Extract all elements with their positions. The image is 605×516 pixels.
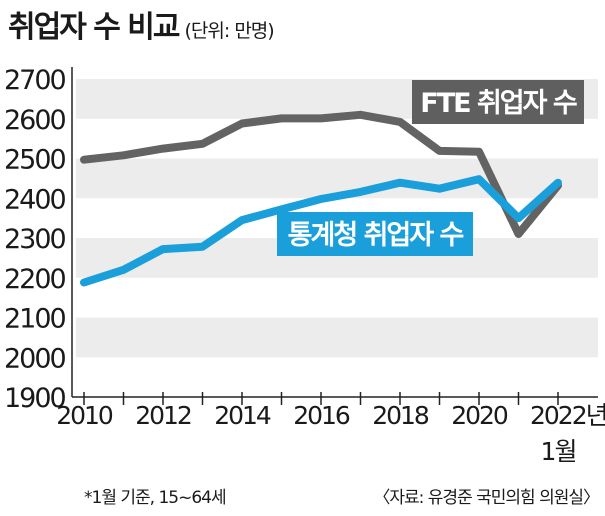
title-row: 취업자 수 비교 (단위: 만명) [8, 2, 275, 46]
y-tick-label: 2500 [4, 145, 66, 176]
x-tick-label: 2010 [56, 401, 113, 430]
source-credit: 〈자료: 유경준 국민의힘 의원실〉 [373, 488, 600, 508]
official-series-line [80, 175, 562, 287]
fte-series-label-box [412, 80, 584, 124]
x-tick-label: 2020 [451, 401, 508, 430]
x-tick-sublabel: 1월 [541, 437, 576, 466]
y-tick-label: 2300 [4, 224, 66, 255]
y-tick-label: 2200 [4, 264, 66, 295]
y-tick-label: 2400 [4, 184, 66, 215]
footnote: *1월 기준, 15~64세 [84, 488, 227, 508]
chart-title: 취업자 수 비교 [8, 10, 180, 45]
x-tick-label: 2012 [135, 401, 191, 430]
grid-band [76, 158, 598, 199]
x-tick-label: 2014 [214, 401, 271, 430]
chart-unit-label: (단위: 만명) [184, 20, 275, 42]
x-tick-label: 2016 [293, 401, 350, 430]
y-tick-label: 1900 [4, 383, 66, 414]
y-tick-label: 2000 [4, 343, 66, 374]
fte-series-label: FTE 취업자 수 [420, 88, 577, 119]
y-tick-label: 2700 [4, 65, 66, 96]
footnote-row: *1월 기준, 15~64세 〈자료: 유경준 국민의힘 의원실〉 [84, 483, 600, 508]
official-series-label-box [277, 212, 473, 256]
fte-series-line [80, 110, 562, 238]
official-series-label: 통계청 취업자 수 [288, 220, 464, 251]
y-tick-label: 2600 [4, 105, 66, 136]
grid-band [76, 317, 598, 358]
x-tick-label: 2018 [372, 401, 429, 430]
y-tick-label: 2100 [4, 304, 66, 335]
x-tick-label: 2022년 [530, 401, 605, 430]
